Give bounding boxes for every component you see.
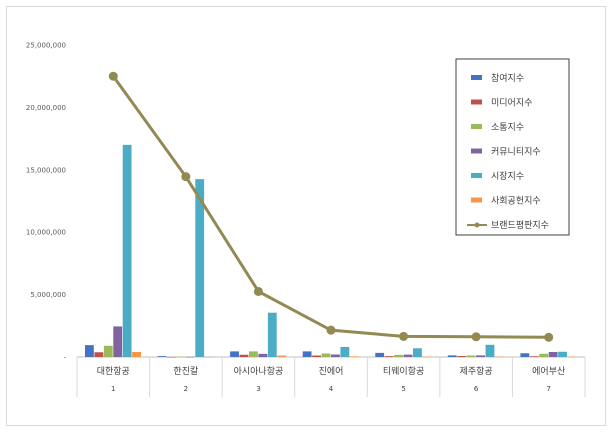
x-category-index: 1	[111, 385, 115, 393]
y-axis-tick-labels: - 5,000,000 10,000,000 15,000,000 20,000,000…	[26, 42, 67, 362]
legend-entry-label: 미디어지수	[491, 98, 532, 109]
bar	[413, 348, 422, 357]
legend-box	[455, 58, 570, 236]
bar	[457, 356, 467, 357]
bar	[94, 352, 104, 357]
x-category-index: 6	[474, 385, 479, 393]
bar	[267, 312, 277, 357]
x-category-label: 티웨이항공	[383, 365, 424, 377]
legend-swatch	[471, 99, 482, 105]
bar	[495, 356, 504, 358]
x-category-index: 5	[401, 385, 405, 393]
bar	[321, 353, 331, 357]
bar	[312, 355, 321, 357]
bar-series-group	[84, 144, 577, 358]
bar	[340, 347, 350, 357]
bar	[258, 353, 268, 357]
x-category-label: 제주항공	[460, 366, 493, 377]
bar	[195, 179, 205, 357]
legend-line-marker	[474, 222, 480, 228]
y-tick-label: 25,000,000	[26, 42, 66, 50]
x-category-label: 한진칼	[173, 366, 198, 377]
bar	[157, 356, 167, 357]
x-category-index: 4	[329, 385, 334, 393]
legend-swatch	[471, 148, 482, 154]
bar	[204, 356, 214, 358]
bar	[403, 354, 413, 357]
legend-entry-label: 소통지수	[491, 122, 524, 133]
legend-entry-label: 커뮤니티지수	[491, 147, 541, 158]
bar	[558, 351, 567, 357]
bar	[384, 356, 394, 357]
legend-entry-label: 시장지수	[491, 171, 524, 182]
bar	[185, 356, 195, 358]
legend-swatch	[471, 173, 482, 178]
bar	[248, 351, 258, 357]
x-category-index: 3	[256, 385, 260, 393]
bar	[230, 351, 239, 357]
line-point	[399, 331, 409, 341]
bar	[422, 356, 432, 358]
bar	[113, 326, 123, 357]
bar	[176, 356, 186, 358]
x-category-index: 7	[546, 385, 550, 393]
bar	[567, 356, 577, 358]
line-point	[544, 332, 554, 342]
legend-entry-label: 참여지수	[491, 72, 524, 84]
bar	[239, 354, 249, 357]
bar	[394, 354, 403, 357]
line-series-group	[108, 71, 554, 342]
bar	[539, 353, 549, 357]
x-category-label: 아시아나항공	[234, 366, 284, 377]
line-point	[181, 172, 191, 182]
brand-reputation-chart: - 5,000,000 10,000,000 15,000,000 20,000,000…	[26, 42, 586, 397]
y-tick-label: 15,000,000	[26, 166, 66, 174]
bar	[375, 352, 385, 357]
bar	[485, 344, 495, 357]
legend-swatch	[471, 75, 482, 80]
chart-frame: - 5,000,000 10,000,000 15,000,000 20,000,000…	[6, 6, 606, 426]
bar	[548, 352, 558, 357]
bar	[103, 345, 113, 357]
bar	[122, 144, 132, 357]
legend-entry-label: 사회공헌지수	[491, 196, 541, 207]
y-tick-label: 20,000,000	[26, 104, 66, 112]
line-point	[108, 71, 118, 81]
y-tick-label: 5,000,000	[30, 291, 66, 299]
bar	[166, 356, 176, 358]
x-axis: 대한항공 1 한진칼 2 아시아나항공 3 진에어 4 티웨이항공 5 제주항공 6 에어부산 7	[76, 356, 586, 397]
legend-swatch	[471, 197, 482, 203]
bar	[466, 355, 476, 357]
legend-swatch	[471, 124, 482, 129]
bar	[302, 351, 312, 357]
bar	[277, 355, 287, 357]
bar	[476, 355, 485, 357]
x-category-label: 진에어	[319, 366, 344, 377]
y-tick-label: 10,000,000	[26, 229, 66, 237]
x-category-label: 에어부산	[532, 366, 565, 377]
bar	[349, 356, 359, 357]
y-tick-label: -	[63, 354, 66, 362]
bar	[447, 355, 457, 357]
bar	[132, 352, 141, 357]
bar	[331, 354, 340, 357]
line-point	[253, 286, 263, 296]
bar	[520, 353, 530, 357]
line-point	[326, 325, 336, 335]
legend-entry-label: 브랜드평판지수	[491, 220, 549, 231]
line-point	[471, 332, 481, 342]
bar	[529, 356, 539, 357]
bar	[84, 345, 94, 357]
x-category-label: 대한항공	[97, 366, 130, 377]
x-category-index: 2	[184, 385, 188, 393]
